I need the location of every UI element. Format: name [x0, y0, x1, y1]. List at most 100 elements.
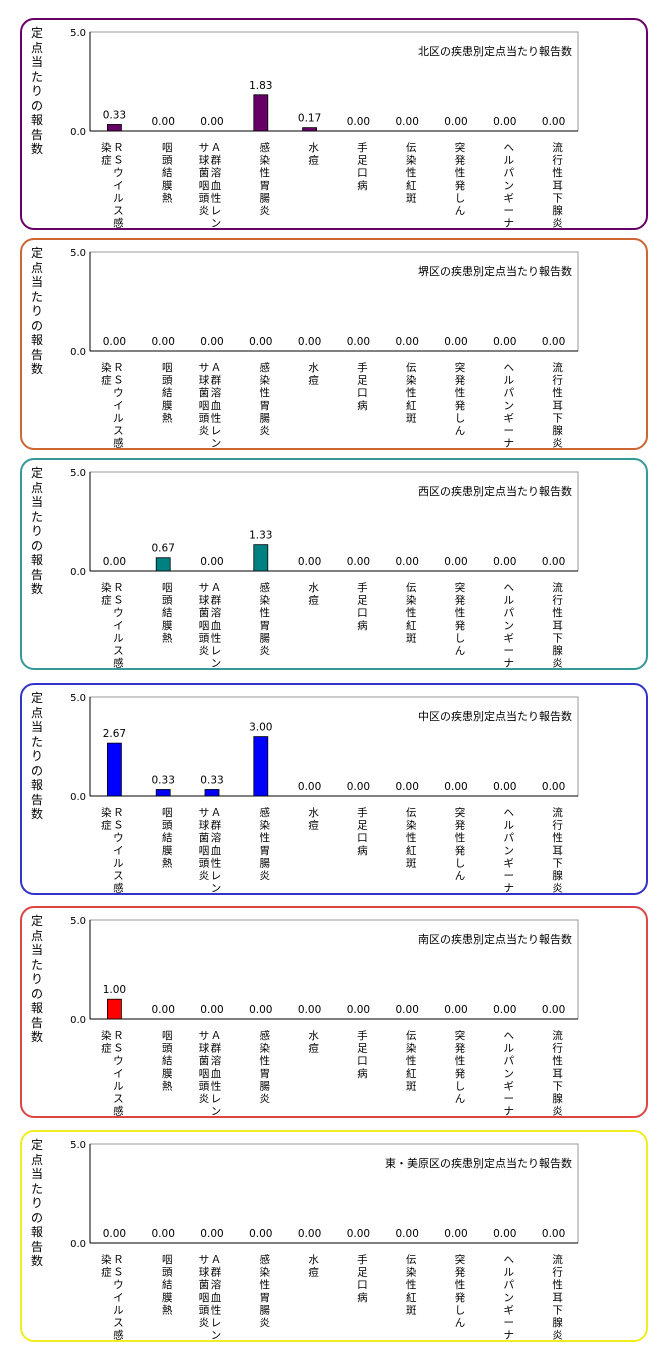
data-label: 0.00: [200, 1228, 223, 1240]
chart-panel: 定点当たりの報告数 5.0 0.0 西区の疾患別定点当たり報告数 0.00 ＲＳウイルス感…: [20, 458, 648, 670]
data-label: 0.67: [152, 543, 175, 555]
category-label: 伝染性紅斑: [406, 1030, 417, 1092]
category-label: 流行性耳下腺炎: [552, 1253, 563, 1340]
category-label: ヘルパンギーナ: [504, 1254, 515, 1340]
category-label: Ａ群溶血性レンサ球菌咽頭炎: [199, 362, 222, 448]
plot-area: [89, 31, 579, 132]
data-label: 0.00: [200, 556, 223, 568]
plot-area: [89, 1143, 579, 1244]
category-label: 手足口病: [357, 361, 368, 412]
data-label: 0.33: [152, 774, 175, 786]
category-label: 感染性胃腸炎: [260, 141, 271, 217]
chart-title: 堺区の疾患別定点当たり報告数: [418, 264, 572, 278]
category-label: ＲＳウイルス感染症: [101, 581, 124, 668]
chart-panel: 定点当たりの報告数 5.0 0.0 中区の疾患別定点当たり報告数 2.67 ＲＳウイルス感…: [20, 683, 648, 895]
category-label: 咽頭結膜熱: [162, 362, 173, 424]
category-label: 咽頭結膜熱: [162, 1254, 173, 1316]
data-label: 0.33: [103, 109, 126, 121]
bar: [253, 736, 269, 797]
y-tick-label: 0.0: [70, 792, 86, 803]
chart-title: 中区の疾患別定点当たり報告数: [418, 709, 572, 723]
category-label: 感染性胃腸炎: [260, 361, 271, 437]
data-label: 0.00: [444, 556, 467, 568]
category-label: 伝染性紅斑: [406, 582, 417, 644]
data-label: 0.00: [444, 781, 467, 793]
data-label: 0.00: [298, 1004, 321, 1016]
data-label: 0.00: [396, 1004, 419, 1016]
data-label: 0.00: [444, 1004, 467, 1016]
category-label: 水痘: [308, 1030, 319, 1055]
data-label: 0.00: [298, 336, 321, 348]
category-label: 突発性発しん: [455, 141, 466, 217]
data-label: 0.00: [298, 556, 321, 568]
category-label: 手足口病: [357, 806, 368, 857]
data-label: 0.00: [444, 116, 467, 128]
bar: [155, 557, 171, 572]
data-label: 0.00: [249, 1228, 272, 1240]
y-tick-label: 5.0: [70, 248, 86, 259]
chart-title: 東・美原区の疾患別定点当たり報告数: [385, 1156, 572, 1170]
data-label: 0.00: [249, 336, 272, 348]
bar-chart: 5.0 0.0 南区の疾患別定点当たり報告数 1.00 ＲＳウイルス感染症 0.00 咽頭結…: [70, 916, 579, 1116]
category-label: 流行性耳下腺炎: [552, 361, 563, 448]
category-label: 伝染性紅斑: [406, 142, 417, 204]
data-label: 0.00: [347, 116, 370, 128]
category-label: 咽頭結膜熱: [162, 142, 173, 204]
data-label: 0.00: [347, 336, 370, 348]
plot-area: [89, 919, 579, 1020]
data-label: 0.00: [542, 556, 565, 568]
category-label: ＲＳウイルス感染症: [101, 361, 124, 448]
category-label: ヘルパンギーナ: [504, 362, 515, 448]
y-axis-label: 定点当たりの報告数: [30, 691, 43, 821]
data-label: 0.00: [103, 336, 126, 348]
category-label: Ａ群溶血性レンサ球菌咽頭炎: [199, 1030, 222, 1116]
category-label: 伝染性紅斑: [406, 362, 417, 424]
data-label: 1.00: [103, 984, 126, 996]
y-tick-label: 5.0: [70, 28, 86, 39]
y-tick-label: 0.0: [70, 347, 86, 358]
y-tick-label: 5.0: [70, 916, 86, 927]
bar: [253, 544, 269, 572]
data-label: 0.00: [347, 781, 370, 793]
data-label: 0.00: [493, 781, 516, 793]
data-label: 0.00: [396, 116, 419, 128]
bar: [302, 127, 318, 132]
category-label: 突発性発しん: [455, 1029, 466, 1105]
data-label: 0.00: [347, 556, 370, 568]
category-label: 伝染性紅斑: [406, 1254, 417, 1316]
y-axis-label: 定点当たりの報告数: [30, 26, 43, 156]
chart-panel: 定点当たりの報告数 5.0 0.0 堺区の疾患別定点当たり報告数 0.00 ＲＳウイルス感…: [20, 238, 648, 450]
category-label: Ａ群溶血性レンサ球菌咽頭炎: [199, 807, 222, 893]
y-tick-label: 5.0: [70, 1140, 86, 1151]
chart-title: 北区の疾患別定点当たり報告数: [418, 44, 572, 58]
category-label: ヘルパンギーナ: [504, 142, 515, 228]
y-axis-label: 定点当たりの報告数: [30, 914, 43, 1044]
data-label: 1.33: [249, 530, 272, 542]
bar: [204, 789, 220, 797]
y-axis-label: 定点当たりの報告数: [30, 1138, 43, 1268]
category-label: 感染性胃腸炎: [260, 806, 271, 882]
data-label: 0.00: [396, 336, 419, 348]
category-label: 感染性胃腸炎: [260, 1253, 271, 1329]
data-label: 0.00: [444, 1228, 467, 1240]
chart-panel: 定点当たりの報告数 5.0 0.0 東・美原区の疾患別定点当たり報告数 0.00 ＲＳウイ…: [20, 1130, 648, 1342]
y-tick-label: 5.0: [70, 693, 86, 704]
category-label: 感染性胃腸炎: [260, 581, 271, 657]
category-label: 感染性胃腸炎: [260, 1029, 271, 1105]
category-label: 水痘: [308, 807, 319, 832]
data-label: 3.00: [249, 722, 272, 734]
y-tick-label: 0.0: [70, 567, 86, 578]
category-label: ＲＳウイルス感染症: [101, 806, 124, 893]
y-tick-label: 5.0: [70, 468, 86, 479]
category-label: 手足口病: [357, 1253, 368, 1304]
category-label: 突発性発しん: [455, 581, 466, 657]
category-label: 水痘: [308, 582, 319, 607]
data-label: 0.00: [200, 336, 223, 348]
category-label: 咽頭結膜熱: [162, 582, 173, 644]
data-label: 2.67: [103, 728, 126, 740]
category-label: 水痘: [308, 1254, 319, 1279]
category-label: ＲＳウイルス感染症: [101, 1029, 124, 1116]
data-label: 0.00: [298, 781, 321, 793]
data-label: 0.00: [347, 1004, 370, 1016]
data-label: 0.00: [152, 336, 175, 348]
